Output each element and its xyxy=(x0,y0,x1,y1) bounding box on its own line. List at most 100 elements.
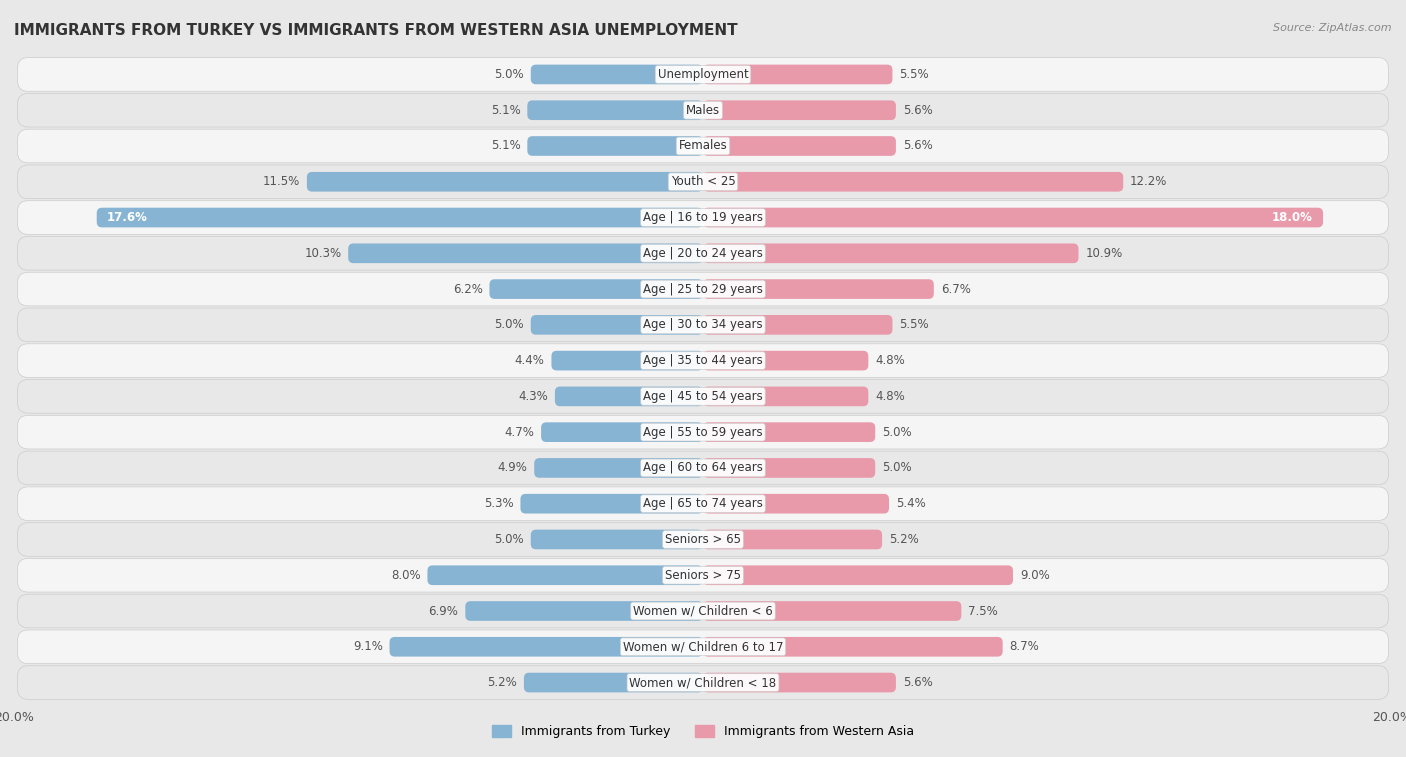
Text: 5.4%: 5.4% xyxy=(896,497,925,510)
Text: 5.0%: 5.0% xyxy=(495,68,524,81)
FancyBboxPatch shape xyxy=(551,350,703,370)
FancyBboxPatch shape xyxy=(527,101,703,120)
Text: Seniors > 75: Seniors > 75 xyxy=(665,569,741,581)
FancyBboxPatch shape xyxy=(703,494,889,513)
FancyBboxPatch shape xyxy=(531,530,703,550)
FancyBboxPatch shape xyxy=(17,129,1389,163)
Text: Age | 16 to 19 years: Age | 16 to 19 years xyxy=(643,211,763,224)
Text: Age | 25 to 29 years: Age | 25 to 29 years xyxy=(643,282,763,295)
FancyBboxPatch shape xyxy=(534,458,703,478)
Text: 4.7%: 4.7% xyxy=(505,425,534,438)
FancyBboxPatch shape xyxy=(17,487,1389,521)
FancyBboxPatch shape xyxy=(17,451,1389,484)
FancyBboxPatch shape xyxy=(703,172,1123,192)
Text: 5.3%: 5.3% xyxy=(484,497,513,510)
Text: 5.0%: 5.0% xyxy=(495,533,524,546)
FancyBboxPatch shape xyxy=(703,530,882,550)
Text: 6.2%: 6.2% xyxy=(453,282,482,295)
FancyBboxPatch shape xyxy=(17,559,1389,592)
Text: 9.1%: 9.1% xyxy=(353,640,382,653)
FancyBboxPatch shape xyxy=(307,172,703,192)
Text: 18.0%: 18.0% xyxy=(1272,211,1313,224)
FancyBboxPatch shape xyxy=(527,136,703,156)
Text: Source: ZipAtlas.com: Source: ZipAtlas.com xyxy=(1274,23,1392,33)
Text: 12.2%: 12.2% xyxy=(1130,176,1167,188)
FancyBboxPatch shape xyxy=(17,594,1389,628)
FancyBboxPatch shape xyxy=(349,244,703,263)
Text: 6.9%: 6.9% xyxy=(429,605,458,618)
FancyBboxPatch shape xyxy=(703,565,1012,585)
Text: Age | 20 to 24 years: Age | 20 to 24 years xyxy=(643,247,763,260)
Text: 5.2%: 5.2% xyxy=(488,676,517,689)
FancyBboxPatch shape xyxy=(703,136,896,156)
FancyBboxPatch shape xyxy=(17,344,1389,378)
Text: 8.7%: 8.7% xyxy=(1010,640,1039,653)
FancyBboxPatch shape xyxy=(524,673,703,693)
FancyBboxPatch shape xyxy=(465,601,703,621)
Text: 5.0%: 5.0% xyxy=(882,425,911,438)
Text: 5.6%: 5.6% xyxy=(903,104,932,117)
FancyBboxPatch shape xyxy=(555,387,703,407)
Text: Age | 60 to 64 years: Age | 60 to 64 years xyxy=(643,462,763,475)
Text: Women w/ Children 6 to 17: Women w/ Children 6 to 17 xyxy=(623,640,783,653)
FancyBboxPatch shape xyxy=(17,308,1389,341)
Text: 5.6%: 5.6% xyxy=(903,139,932,152)
FancyBboxPatch shape xyxy=(703,422,875,442)
Text: Seniors > 65: Seniors > 65 xyxy=(665,533,741,546)
FancyBboxPatch shape xyxy=(17,236,1389,270)
Text: 10.3%: 10.3% xyxy=(304,247,342,260)
FancyBboxPatch shape xyxy=(703,279,934,299)
Text: 8.0%: 8.0% xyxy=(391,569,420,581)
Text: Age | 30 to 34 years: Age | 30 to 34 years xyxy=(643,319,763,332)
Text: Women w/ Children < 6: Women w/ Children < 6 xyxy=(633,605,773,618)
FancyBboxPatch shape xyxy=(17,665,1389,699)
Text: Unemployment: Unemployment xyxy=(658,68,748,81)
Text: 17.6%: 17.6% xyxy=(107,211,148,224)
FancyBboxPatch shape xyxy=(17,522,1389,556)
Text: 5.5%: 5.5% xyxy=(900,319,929,332)
Text: Age | 45 to 54 years: Age | 45 to 54 years xyxy=(643,390,763,403)
FancyBboxPatch shape xyxy=(17,58,1389,92)
FancyBboxPatch shape xyxy=(703,315,893,335)
Text: 4.8%: 4.8% xyxy=(875,390,905,403)
FancyBboxPatch shape xyxy=(703,244,1078,263)
FancyBboxPatch shape xyxy=(17,273,1389,306)
Text: 6.7%: 6.7% xyxy=(941,282,970,295)
FancyBboxPatch shape xyxy=(17,201,1389,235)
FancyBboxPatch shape xyxy=(703,637,1002,656)
FancyBboxPatch shape xyxy=(703,458,875,478)
Text: 4.3%: 4.3% xyxy=(519,390,548,403)
Text: Age | 35 to 44 years: Age | 35 to 44 years xyxy=(643,354,763,367)
Text: 5.1%: 5.1% xyxy=(491,104,520,117)
FancyBboxPatch shape xyxy=(531,315,703,335)
Text: IMMIGRANTS FROM TURKEY VS IMMIGRANTS FROM WESTERN ASIA UNEMPLOYMENT: IMMIGRANTS FROM TURKEY VS IMMIGRANTS FRO… xyxy=(14,23,738,38)
FancyBboxPatch shape xyxy=(703,207,1323,227)
Text: 4.9%: 4.9% xyxy=(498,462,527,475)
Text: 5.1%: 5.1% xyxy=(491,139,520,152)
Text: 4.4%: 4.4% xyxy=(515,354,544,367)
Text: 5.2%: 5.2% xyxy=(889,533,918,546)
FancyBboxPatch shape xyxy=(389,637,703,656)
FancyBboxPatch shape xyxy=(703,673,896,693)
FancyBboxPatch shape xyxy=(703,350,869,370)
FancyBboxPatch shape xyxy=(17,379,1389,413)
FancyBboxPatch shape xyxy=(531,64,703,84)
FancyBboxPatch shape xyxy=(703,101,896,120)
Text: 7.5%: 7.5% xyxy=(969,605,998,618)
Text: Age | 65 to 74 years: Age | 65 to 74 years xyxy=(643,497,763,510)
FancyBboxPatch shape xyxy=(520,494,703,513)
Text: Females: Females xyxy=(679,139,727,152)
Text: 4.8%: 4.8% xyxy=(875,354,905,367)
FancyBboxPatch shape xyxy=(17,416,1389,449)
Text: 5.6%: 5.6% xyxy=(903,676,932,689)
Text: Women w/ Children < 18: Women w/ Children < 18 xyxy=(630,676,776,689)
Text: Males: Males xyxy=(686,104,720,117)
Text: Youth < 25: Youth < 25 xyxy=(671,176,735,188)
FancyBboxPatch shape xyxy=(97,207,703,227)
Text: 9.0%: 9.0% xyxy=(1019,569,1050,581)
FancyBboxPatch shape xyxy=(703,387,869,407)
FancyBboxPatch shape xyxy=(17,93,1389,127)
FancyBboxPatch shape xyxy=(427,565,703,585)
Legend: Immigrants from Turkey, Immigrants from Western Asia: Immigrants from Turkey, Immigrants from … xyxy=(486,721,920,743)
Text: 11.5%: 11.5% xyxy=(263,176,299,188)
